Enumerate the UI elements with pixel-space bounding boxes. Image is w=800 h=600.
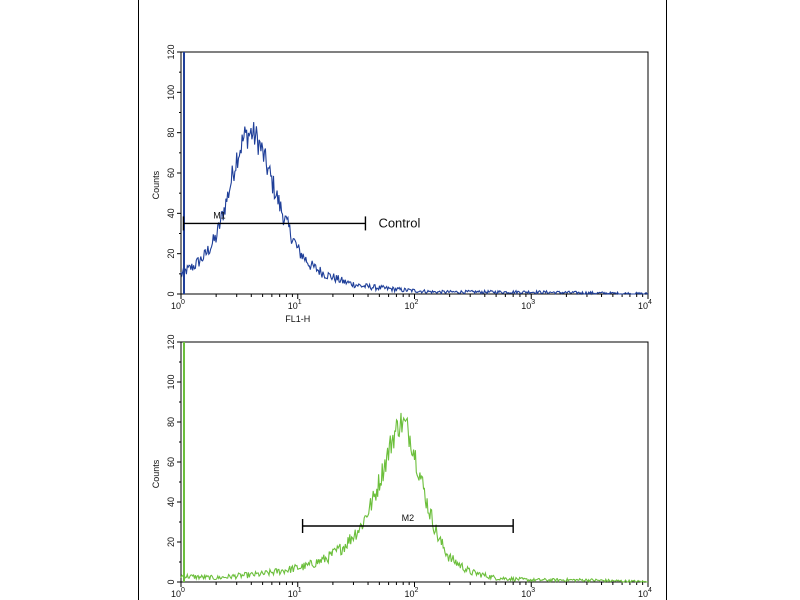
y-axis-title: Counts (151, 170, 161, 199)
x-tick-label: 103 (521, 587, 535, 599)
y-tick-label: 80 (166, 128, 176, 138)
plot-frame (180, 341, 649, 583)
y-tick-label: 40 (166, 497, 176, 507)
y-tick-label: 40 (166, 208, 176, 218)
x-tick-label: 103 (521, 299, 535, 311)
histogram-trace (180, 122, 649, 296)
y-tick-label: 100 (166, 374, 176, 389)
x-tick-label: 100 (171, 299, 185, 311)
histogram-panel-2: 0 20 40 60 80 100 120 Counts 100 101 102 103 104 M2 (151, 334, 652, 599)
gate-label: M2 (402, 513, 415, 523)
x-tick-label: 100 (171, 587, 185, 599)
y-tick-label: 20 (166, 249, 176, 259)
histogram-panel-1: 0 20 40 60 80 100 120 Counts 100 101 102 103 104 FL1-… (151, 44, 652, 324)
x-tick-label: 101 (288, 299, 302, 311)
histogram-trace (180, 412, 648, 584)
control-annotation: Control (378, 215, 420, 230)
y-tick-label: 120 (166, 44, 176, 59)
x-axis-title: FL1-H (285, 314, 310, 324)
plot-frame (180, 51, 649, 295)
x-tick-label: 104 (638, 587, 652, 599)
y-tick-label: 0 (166, 291, 176, 296)
y-tick-label: 100 (166, 85, 176, 100)
y-tick-label: 60 (166, 457, 176, 467)
x-tick-label: 101 (288, 587, 302, 599)
x-tick-label: 102 (405, 587, 419, 599)
y-tick-label: 20 (166, 537, 176, 547)
x-tick-label: 104 (638, 299, 652, 311)
y-tick-label: 60 (166, 168, 176, 178)
y-tick-label: 120 (166, 334, 176, 349)
y-axis-title: Counts (151, 459, 161, 488)
x-tick-label: 102 (405, 299, 419, 311)
y-tick-label: 0 (166, 579, 176, 584)
figure: 0 20 40 60 80 100 120 Counts 100 101 102 103 104 FL1-… (138, 0, 667, 600)
gate-label: M1 (213, 210, 226, 220)
y-tick-label: 80 (166, 417, 176, 427)
histogram-figure: 0 20 40 60 80 100 120 Counts 100 101 102 103 104 FL1-… (151, 44, 652, 599)
